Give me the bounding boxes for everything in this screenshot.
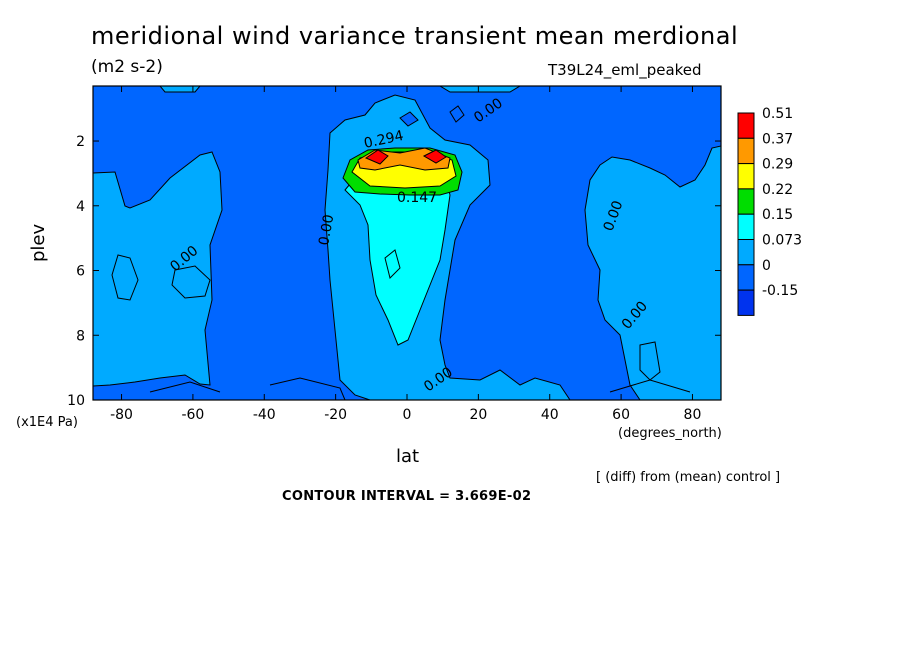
x-tick-label: -20: [324, 407, 347, 423]
run-label: T39L24_eml_peaked: [548, 61, 702, 79]
colorbar-legend: 0.51 0.37 0.29 0.22 0.15 0.073 0 -0.15: [737, 106, 802, 316]
x-tick-label: -40: [253, 407, 276, 423]
contour-field: [93, 86, 721, 400]
y-tick-label: 4: [76, 199, 85, 215]
contour-interval: CONTOUR INTERVAL = 3.669E-02: [282, 489, 532, 504]
y-tick-label: 6: [76, 264, 85, 280]
colorbar-label: 0.37: [762, 131, 793, 147]
colorbar-swatch: [737, 239, 755, 266]
colorbar-label: 0.29: [762, 157, 793, 173]
y-axis: 2 4 6 8 10: [67, 134, 721, 409]
colorbar-swatch: [737, 163, 755, 190]
colorbar-swatch: [737, 289, 755, 316]
colorbar-label: 0.22: [762, 182, 793, 198]
difference-note: [ (diff) from (mean) control ]: [596, 470, 781, 485]
x-tick-label: -60: [181, 407, 204, 423]
contour-region-west: [93, 151, 223, 387]
x-tick-label: 80: [684, 407, 702, 423]
y-tick-label: 8: [76, 328, 85, 344]
colorbar-label: 0: [762, 258, 771, 274]
x-tick-label: 0: [403, 407, 412, 423]
colorbar-label: 0.51: [762, 106, 793, 122]
chart-title: meridional wind variance transient mean …: [91, 22, 739, 50]
colorbar-swatch: [737, 264, 755, 291]
x-tick-label: -80: [110, 407, 133, 423]
colorbar-swatch: [737, 188, 755, 215]
y-axis-units: (x1E4 Pa): [16, 415, 78, 430]
colorbar-label: -0.15: [762, 283, 798, 299]
colorbar-label: 0.15: [762, 207, 793, 223]
contour-label: 0.147: [397, 190, 437, 206]
x-axis-label: lat: [396, 446, 420, 467]
y-tick-label: 2: [76, 134, 85, 150]
colorbar-swatch: [737, 213, 755, 240]
colorbar-label: 0.073: [762, 233, 802, 249]
x-axis-units: (degrees_north): [618, 426, 722, 441]
x-axis: -80 -60 -40 -20 0 20 40 60 80: [110, 86, 701, 423]
y-axis-label: plev: [28, 223, 49, 262]
x-tick-label: 40: [541, 407, 559, 423]
x-tick-label: 20: [469, 407, 487, 423]
x-tick-label: 60: [612, 407, 630, 423]
colorbar-swatch: [737, 112, 755, 139]
chart-units: (m2 s-2): [91, 57, 163, 77]
y-tick-label: 10: [67, 393, 85, 409]
contour-label: 0.00: [316, 213, 337, 246]
colorbar-swatch: [737, 137, 755, 165]
contour-region-east: [584, 145, 721, 400]
